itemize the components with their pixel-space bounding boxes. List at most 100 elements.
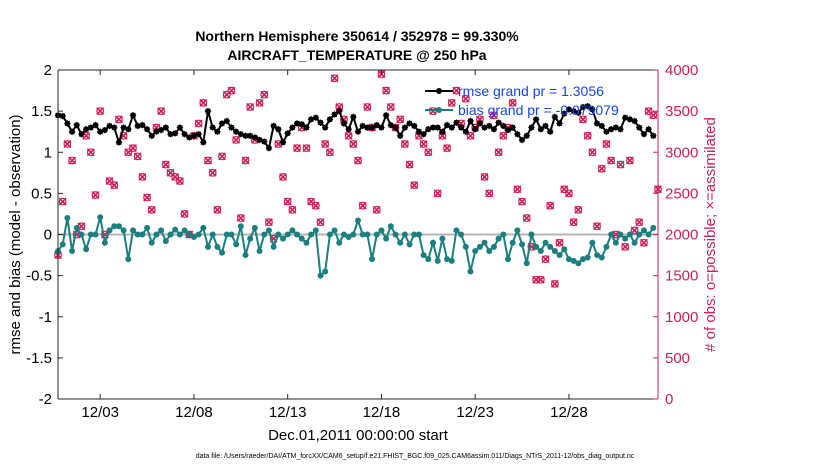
- obs-assimilated-point: [607, 156, 616, 165]
- obs-assimilated-point: [218, 152, 227, 161]
- rmse-point-star: [78, 130, 85, 138]
- rmse-point-star: [373, 121, 380, 129]
- bias-point: [500, 231, 507, 238]
- bias-point: [167, 231, 174, 238]
- bias-point: [247, 235, 254, 242]
- obs-assimilated-point: [279, 172, 287, 181]
- rmse-point-star: [626, 116, 634, 123]
- legend-bias-marker: [436, 107, 442, 113]
- obs-assimilated-point: [236, 214, 245, 223]
- bias-point: [148, 239, 155, 246]
- rmse-point-star: [514, 130, 521, 138]
- rmse-point-star: [350, 113, 357, 121]
- bias-point: [172, 226, 179, 233]
- rmse-point-star: [518, 136, 526, 144]
- obs-possible-point: [255, 98, 264, 107]
- bias-point: [87, 231, 94, 238]
- obs-possible-point: [635, 218, 644, 227]
- obs-assimilated-point: [358, 201, 367, 210]
- rmse-point-star: [570, 107, 577, 115]
- rmse-point-star: [171, 130, 179, 137]
- obs-possible-point: [382, 86, 391, 95]
- rmse-point-star: [420, 130, 427, 138]
- obs-possible-point: [115, 115, 123, 124]
- bias-point: [228, 231, 235, 238]
- y-right-tick-label: 500: [665, 350, 690, 367]
- bias-point: [453, 227, 460, 234]
- rmse-point-star: [476, 120, 484, 127]
- obs-assimilated-point: [114, 115, 123, 124]
- bias-point: [190, 233, 197, 240]
- obs-assimilated-point: [546, 201, 555, 210]
- obs-assimilated-point: [175, 177, 184, 186]
- rmse-point-star: [429, 124, 437, 131]
- rmse-point-star: [411, 122, 418, 130]
- rmse-point-star: [467, 117, 474, 125]
- bias-point: [430, 239, 436, 246]
- obs-possible-point: [433, 189, 442, 198]
- obs-possible-point: [157, 107, 166, 116]
- rmse-point-star: [406, 120, 413, 127]
- x-tick-label: 12/13: [269, 404, 307, 421]
- rmse-point-star: [528, 124, 535, 131]
- rmse-point-star: [134, 122, 141, 130]
- x-tick-label: 12/08: [175, 404, 213, 421]
- bias-point: [120, 227, 127, 234]
- rmse-point-star: [190, 132, 198, 139]
- obs-assimilated-point: [555, 238, 564, 247]
- bias-point: [261, 231, 268, 238]
- obs-possible-point: [218, 152, 226, 161]
- rmse-point-star: [561, 110, 568, 117]
- bias-point: [378, 227, 385, 234]
- bias-point: [181, 227, 188, 234]
- bias-point: [364, 231, 371, 238]
- obs-possible-point: [222, 90, 231, 99]
- obs-possible-point: [110, 181, 119, 190]
- bias-point: [580, 256, 586, 263]
- obs-possible-point: [443, 144, 451, 153]
- y-right-tick-label: 3500: [665, 103, 698, 120]
- bias-point: [270, 243, 277, 250]
- rmse-point-star: [532, 116, 540, 123]
- bias-point: [200, 224, 207, 231]
- obs-assimilated-point: [410, 181, 419, 190]
- y-left-tick-label: -2: [39, 391, 52, 408]
- rmse-point-star: [261, 138, 268, 145]
- obs-possible-point: [372, 205, 381, 214]
- obs-possible-point: [607, 156, 616, 165]
- rmse-point-star: [162, 124, 170, 131]
- bias-point: [331, 227, 338, 234]
- obs-assimilated-point: [133, 152, 142, 161]
- rmse-point-star: [73, 121, 80, 129]
- obs-possible-point: [279, 173, 287, 181]
- obs-possible-point: [532, 275, 541, 284]
- bias-point: [476, 243, 483, 250]
- bias-point: [101, 239, 108, 246]
- y-right-tick-label: 0: [665, 391, 673, 408]
- obs-possible-point: [574, 205, 583, 214]
- rmse-point-star: [331, 111, 338, 118]
- rmse-point-star: [204, 107, 212, 115]
- bias-point: [251, 224, 258, 231]
- bias-point: [214, 243, 221, 250]
- bias-point: [434, 257, 441, 264]
- bias-point: [303, 239, 310, 246]
- rmse-point-star: [148, 132, 155, 139]
- bias-point: [59, 241, 66, 248]
- rmse-point-star: [556, 120, 563, 127]
- rmse-point-star: [378, 124, 385, 131]
- obs-assimilated-point: [639, 238, 648, 247]
- rmse-point-star: [486, 122, 493, 130]
- obs-assimilated-point: [447, 98, 456, 107]
- obs-assimilated-point: [443, 144, 452, 153]
- bias-point: [326, 231, 333, 238]
- y-right-tick-label: 1000: [665, 309, 698, 326]
- obs-assimilated-point: [386, 103, 395, 111]
- obs-possible-point: [180, 210, 189, 218]
- obs-assimilated-point: [293, 144, 302, 153]
- obs-assimilated-point: [550, 279, 559, 288]
- rmse-point-star: [289, 124, 296, 131]
- obs-possible-point: [621, 242, 630, 251]
- x-tick-label: 12/03: [81, 404, 119, 421]
- obs-possible-point: [161, 160, 170, 169]
